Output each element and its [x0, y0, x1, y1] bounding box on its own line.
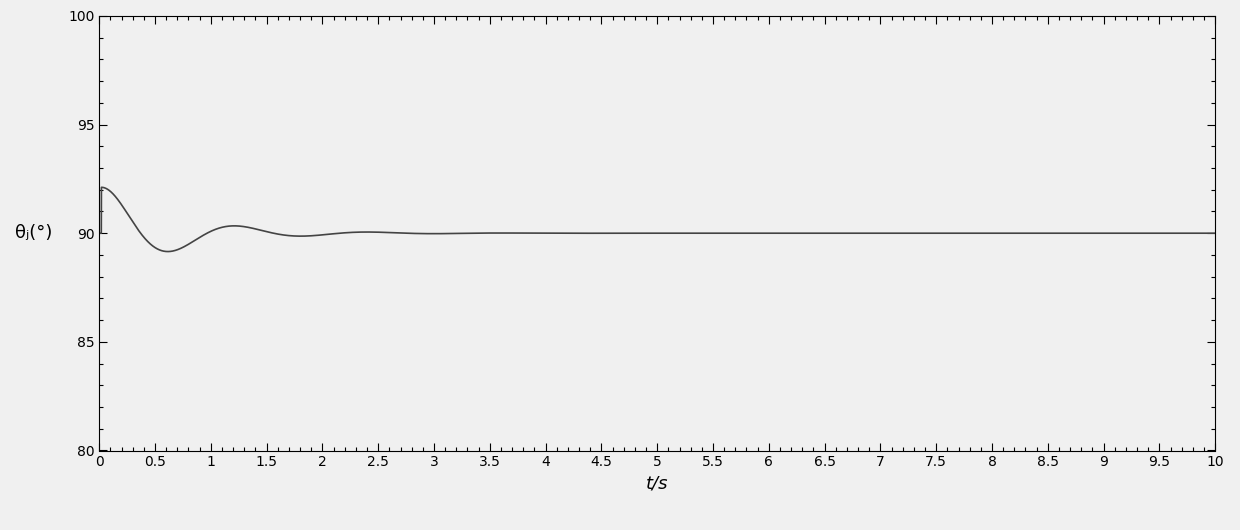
Y-axis label: θⱼ(°): θⱼ(°) [15, 224, 52, 242]
X-axis label: t/s: t/s [646, 475, 668, 493]
